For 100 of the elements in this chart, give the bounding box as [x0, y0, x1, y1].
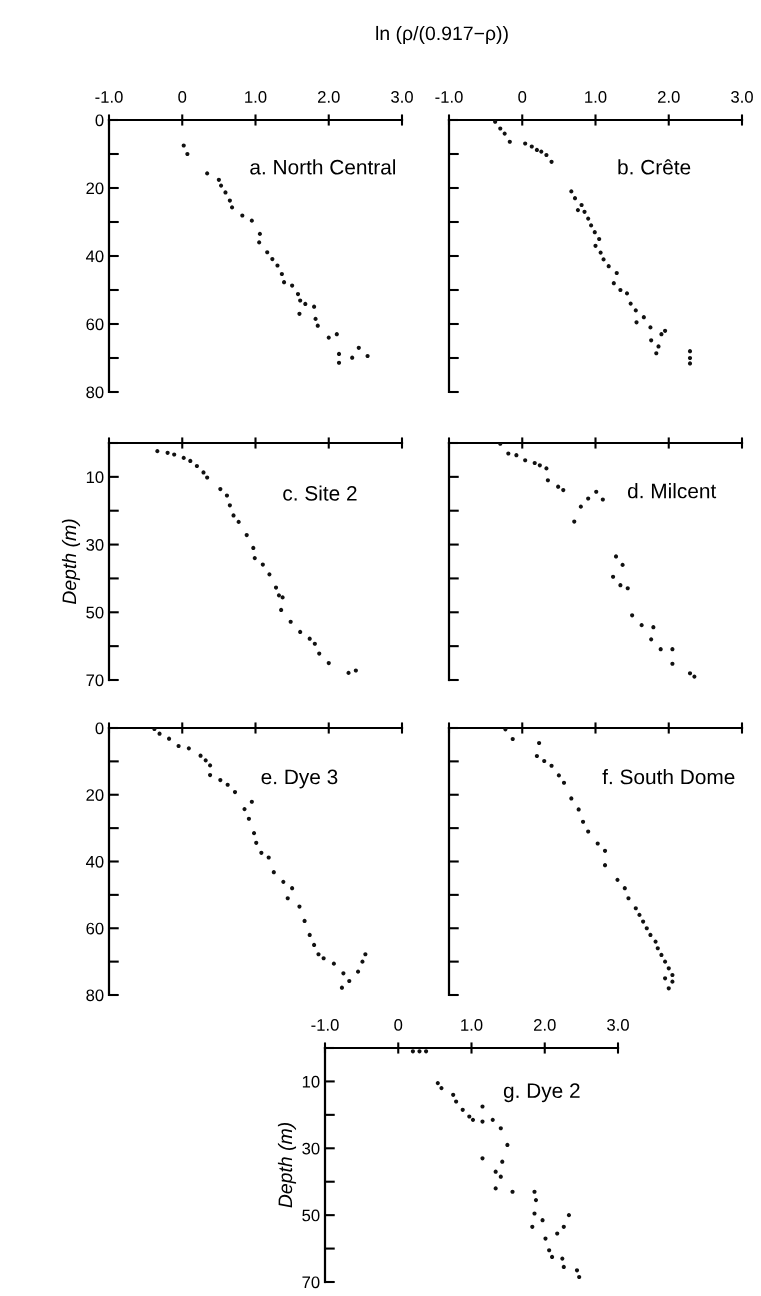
point	[288, 619, 293, 624]
point	[510, 1189, 515, 1194]
point	[641, 919, 646, 924]
point	[236, 519, 241, 524]
point	[307, 636, 312, 641]
x-tick-label: -1.0	[311, 1019, 339, 1031]
y-tick-label: 10	[86, 471, 104, 484]
point	[218, 777, 223, 783]
point	[498, 1126, 503, 1131]
text: e. Dye 3	[261, 769, 338, 789]
point	[529, 144, 534, 149]
point	[633, 906, 638, 911]
x-tick-label: 2.0	[318, 91, 340, 103]
point	[602, 848, 608, 853]
point	[295, 292, 301, 297]
y-tick-label: 40	[85, 250, 104, 263]
point	[606, 264, 611, 269]
point	[454, 1099, 459, 1104]
point	[336, 360, 342, 365]
point	[242, 807, 247, 812]
point	[637, 912, 642, 917]
point	[353, 668, 358, 673]
point	[561, 780, 567, 785]
point	[246, 816, 251, 821]
y-tick-label: 70	[86, 674, 104, 687]
x-tick-label: 2.0	[534, 1019, 556, 1031]
point	[544, 152, 549, 158]
point	[312, 304, 317, 309]
point	[545, 478, 550, 483]
point	[312, 942, 317, 948]
point	[641, 315, 646, 320]
point	[363, 952, 368, 957]
point	[410, 1049, 415, 1054]
point	[592, 230, 597, 235]
point	[254, 840, 259, 845]
text: a. North Central	[250, 159, 396, 175]
point	[339, 985, 345, 990]
point	[655, 946, 660, 951]
point	[231, 513, 236, 518]
point	[561, 487, 566, 493]
x-tick-label: 0	[394, 1019, 403, 1031]
point	[687, 361, 693, 366]
point	[589, 223, 594, 228]
point	[537, 463, 542, 468]
point	[656, 344, 661, 349]
point	[260, 562, 265, 567]
x-tick-label: 2.0	[658, 91, 680, 103]
point	[633, 308, 638, 313]
point	[602, 863, 608, 868]
point	[648, 932, 653, 938]
y-tick-label: 60	[86, 922, 104, 935]
y-tick-label: 60	[86, 318, 104, 331]
point	[279, 271, 284, 277]
point	[259, 850, 264, 855]
point	[593, 243, 598, 248]
point	[326, 335, 331, 340]
point	[500, 1159, 505, 1164]
point	[498, 126, 503, 131]
point	[561, 1264, 566, 1270]
point	[658, 647, 663, 652]
point	[341, 971, 346, 976]
point	[281, 879, 286, 884]
point	[480, 1104, 485, 1109]
point	[326, 660, 331, 666]
point	[586, 496, 591, 501]
point	[302, 918, 307, 923]
point	[600, 497, 605, 502]
point	[498, 443, 503, 446]
point	[556, 484, 561, 489]
point	[663, 328, 668, 333]
y-tick-label: 80	[86, 989, 104, 1002]
point	[556, 773, 561, 778]
point	[613, 554, 619, 559]
y-tick-label: 50	[86, 606, 104, 619]
x-tick-label: 0	[178, 91, 187, 103]
point	[232, 790, 238, 795]
point	[334, 332, 339, 337]
x-tick-label: -1.0	[95, 91, 123, 103]
point	[205, 171, 210, 176]
point	[257, 231, 262, 236]
point	[510, 736, 515, 742]
point	[467, 1114, 472, 1119]
point	[532, 1189, 537, 1194]
point	[229, 205, 235, 210]
point	[626, 896, 631, 901]
point	[687, 349, 693, 354]
point	[547, 1248, 552, 1253]
point	[572, 196, 578, 201]
point	[542, 758, 547, 764]
point	[543, 1236, 548, 1241]
point	[251, 831, 257, 836]
point	[270, 256, 275, 262]
point	[194, 463, 199, 469]
point	[216, 177, 221, 182]
point	[549, 1254, 555, 1260]
y-tick-label: 30	[302, 1142, 320, 1155]
point	[227, 503, 232, 508]
point	[275, 263, 280, 268]
point	[614, 270, 619, 276]
point	[663, 959, 668, 964]
